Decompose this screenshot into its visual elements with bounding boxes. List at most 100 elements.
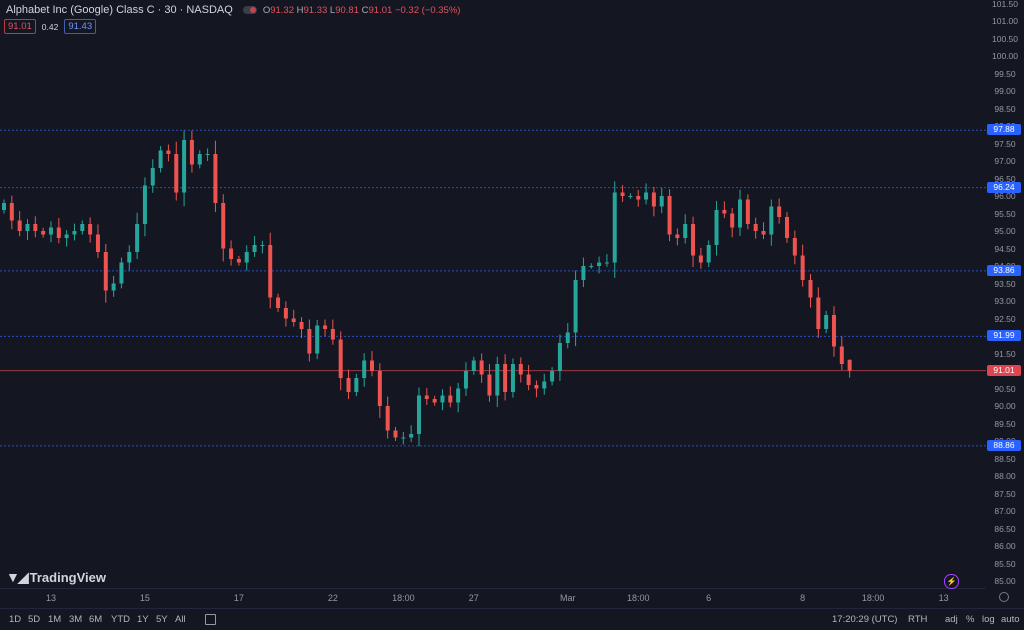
legend-toggle-icon[interactable] [242, 6, 257, 14]
adj-toggle[interactable]: adj [945, 614, 958, 625]
candle-body-4 [33, 224, 38, 231]
price-tick-label: 97.00 [994, 156, 1016, 166]
range-1m-button[interactable]: 1M [48, 614, 62, 625]
range-ytd-button[interactable]: YTD [111, 614, 130, 625]
candle-body-15 [119, 262, 124, 284]
candle-body-65 [510, 364, 515, 392]
candle-body-30 [236, 259, 241, 263]
price-tick-label: 95.00 [994, 226, 1016, 236]
candle-body-20 [158, 150, 163, 168]
range-3m-button[interactable]: 3M [69, 614, 83, 625]
candle-body-43 [338, 339, 343, 378]
price-tick-label: 99.00 [994, 86, 1016, 96]
time-tick-label: 17 [233, 593, 244, 603]
candle-body-48 [377, 371, 382, 406]
candle-body-47 [370, 360, 375, 371]
candle-body-84 [659, 196, 664, 207]
candle-body-100 [785, 217, 789, 238]
range-1y-button[interactable]: 1Y [137, 614, 149, 625]
price-tick-label: 96.00 [994, 191, 1016, 201]
time-tick-label: 18:00 [392, 593, 415, 603]
candle-body-105 [824, 315, 829, 329]
level-price-badge: 97.88 [987, 124, 1021, 136]
level-price-badge: 96.24 [987, 181, 1021, 193]
candle-body-22 [174, 154, 179, 193]
candle-body-9 [72, 231, 77, 235]
price-tick-label: 88.50 [994, 453, 1016, 464]
candle-body-61 [479, 360, 484, 375]
candle-body-78 [612, 192, 617, 263]
candle-body-77 [604, 262, 609, 264]
candle-body-68 [534, 385, 539, 389]
time-tick-label: 18:00 [626, 593, 650, 603]
sell-button[interactable]: 91.01 [4, 19, 36, 34]
candle-body-90 [706, 245, 711, 263]
candle-body-56 [440, 395, 445, 403]
bottom-toolbar: 1D 5D 1M 3M 6M YTD 1Y 5Y All 17:20:29 (U… [0, 608, 1024, 630]
ohlc-values: O91.32 H91.33 L90.81 C91.01 −0.32 (−0.35… [262, 4, 461, 16]
candle-body-101 [792, 238, 797, 256]
time-axis[interactable]: 13 15 17 22 18:00 27 Mar 18:00 6 8 18:00 13 [0, 588, 986, 607]
range-5y-button[interactable]: 5Y [156, 614, 168, 625]
candlestick-chart-svg[interactable] [0, 0, 986, 588]
symbol-title[interactable]: Alphabet Inc (Google) Class C · 30 · NAS… [6, 4, 233, 16]
candle-body-107 [839, 346, 844, 364]
candle-body-12 [95, 234, 100, 252]
candle-body-103 [808, 280, 813, 298]
candle-body-79 [620, 192, 625, 196]
candle-body-87 [683, 224, 688, 238]
tradingview-logo[interactable]: ▼◢ TradingView [6, 569, 106, 585]
trade-buttons: 91.01 0.42 91.43 [4, 19, 97, 34]
candle-body-10 [80, 224, 85, 231]
level-price-badge: 91.99 [987, 330, 1021, 342]
level-price-badge: 88.86 [987, 439, 1021, 451]
candle-body-2 [17, 220, 22, 231]
candle-body-54 [424, 395, 429, 399]
candle-body-45 [354, 378, 359, 392]
candle-body-102 [800, 255, 805, 280]
price-chart[interactable] [0, 0, 986, 588]
price-tick-label: 101.00 [992, 16, 1018, 26]
price-tick-label: 93.50 [994, 278, 1016, 289]
price-tick-label: 101.50 [992, 0, 1018, 9]
range-5d-button[interactable]: 5D [28, 614, 41, 625]
time-tick-label: 13 [45, 593, 56, 603]
price-axis[interactable]: 101.50 101.00 100.50 100.00 99.50 99.00 98.50 9… [986, 0, 1024, 588]
session-button[interactable]: RTH [908, 614, 928, 625]
candle-body-97 [761, 231, 766, 235]
buy-button[interactable]: 91.43 [64, 19, 97, 34]
candle-body-63 [495, 364, 500, 396]
lightning-icon[interactable]: ⚡ [944, 574, 959, 589]
range-1d-button[interactable]: 1D [9, 614, 22, 625]
percent-toggle[interactable]: % [966, 614, 975, 625]
range-6m-button[interactable]: 6M [89, 614, 103, 625]
candle-body-42 [330, 329, 335, 340]
candle-body-44 [346, 378, 351, 392]
price-tick-label: 99.50 [994, 68, 1016, 79]
goto-date-icon[interactable] [205, 614, 216, 625]
clock-time[interactable]: 17:20:29 (UTC) [832, 614, 898, 625]
candle-body-76 [597, 262, 602, 266]
candle-body-98 [769, 206, 774, 235]
candle-body-108 [847, 359, 852, 371]
log-toggle[interactable]: log [982, 614, 995, 625]
candle-body-46 [362, 360, 367, 378]
price-tick-label: 86.00 [994, 541, 1016, 551]
candle-body-5 [41, 231, 46, 235]
candle-body-17 [135, 224, 140, 252]
candle-body-28 [221, 203, 226, 249]
candle-body-52 [409, 434, 414, 438]
auto-toggle[interactable]: auto [1001, 614, 1020, 625]
candle-body-58 [456, 388, 461, 403]
candle-body-67 [526, 374, 531, 385]
range-all-button[interactable]: All [175, 614, 186, 625]
price-tick-label: 100.00 [992, 51, 1018, 61]
price-tick-label: 100.50 [992, 33, 1018, 44]
candle-body-95 [745, 199, 750, 224]
settings-circle-icon[interactable] [999, 592, 1009, 602]
price-tick-label: 93.00 [994, 296, 1016, 306]
candle-body-37 [291, 318, 296, 322]
price-tick-label: 86.50 [994, 523, 1016, 534]
price-tick-label: 98.50 [994, 103, 1016, 114]
price-tick-label: 90.50 [994, 383, 1016, 394]
